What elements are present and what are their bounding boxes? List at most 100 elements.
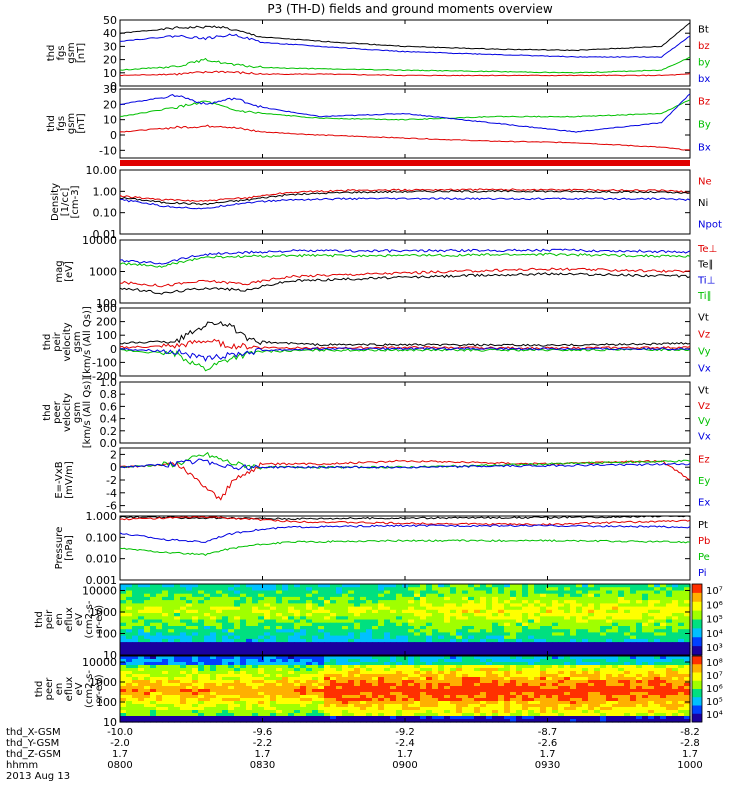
spectrogram-cell (330, 704, 337, 708)
spectrogram-cell (150, 626, 157, 630)
spectrogram-cell (264, 671, 271, 675)
spectrogram-cell (564, 692, 571, 696)
spectrogram-cell (222, 683, 229, 687)
spectrogram-cell (606, 596, 613, 601)
spectrogram-cell (654, 698, 661, 702)
spectrogram-cell (426, 606, 433, 611)
spectrogram-cell (342, 680, 349, 684)
spectrogram-cell (582, 716, 589, 720)
spectrogram-cell (606, 590, 613, 595)
spectrogram-cell (366, 704, 373, 708)
spectrogram-cell (606, 648, 613, 653)
spectrogram-cell (192, 584, 199, 588)
spectrogram-cell (408, 603, 415, 608)
spectrogram-cell (582, 692, 589, 696)
spectrogram-cell (186, 603, 193, 608)
spectrogram-cell (132, 609, 139, 614)
spectrogram-cell (426, 671, 433, 675)
spectrogram-cell (156, 603, 163, 608)
y-tick-label: 30 (103, 83, 117, 96)
spectrogram-cell (420, 710, 427, 714)
spectrogram-cell (564, 638, 571, 643)
spectrogram-cell (450, 651, 457, 656)
spectrogram-cell (648, 590, 655, 595)
spectrogram-cell (138, 619, 145, 624)
spectrogram-cell (300, 677, 307, 681)
spectrogram-cell (156, 609, 163, 614)
spectrogram-cell (606, 629, 613, 633)
spectrogram-cell (606, 695, 613, 699)
spectrogram-cell (156, 662, 163, 666)
spectrogram-cell (660, 632, 667, 637)
spectrogram-cell (276, 600, 283, 604)
spectrogram-cell (258, 671, 265, 675)
spectrogram-cell (504, 689, 511, 693)
spectrogram-cell (600, 656, 607, 660)
spectrogram-cell (312, 635, 319, 640)
spectrogram-cell (186, 719, 193, 723)
spectrogram-cell (228, 629, 235, 633)
spectrogram-cell (492, 707, 499, 711)
spectrogram-cell (192, 659, 199, 663)
y-tick-label: 0 (110, 343, 117, 356)
spectrogram-cell (492, 587, 499, 591)
spectrogram-cell (282, 651, 289, 656)
spectrogram-cell (576, 659, 583, 663)
y-axis-label-line: peer (44, 677, 55, 701)
spectrogram-cell (486, 707, 493, 711)
spectrogram-cell (498, 689, 505, 693)
spectrogram-cell (588, 613, 595, 617)
spectrogram-cell (336, 613, 343, 617)
spectrogram-cell (540, 645, 547, 650)
spectrogram-cell (396, 632, 403, 637)
spectrogram-cell (336, 707, 343, 711)
spectrogram-cell (396, 638, 403, 643)
spectrogram-cell (666, 701, 673, 705)
spectrogram-cell (462, 710, 469, 714)
spectrogram-cell (198, 651, 205, 656)
spectrogram-cell (126, 629, 133, 633)
spectrogram-cell (516, 635, 523, 640)
spectrogram-cell (558, 626, 565, 630)
spectrogram-cell (222, 584, 229, 588)
spectrogram-cell (474, 659, 481, 663)
spectrogram-cell (132, 695, 139, 699)
spectrogram-cell (348, 603, 355, 608)
spectrogram-cell (228, 590, 235, 595)
spectrogram-cell (366, 642, 373, 646)
spectrogram-cell (432, 642, 439, 646)
spectrogram-cell (120, 590, 127, 595)
spectrogram-cell (234, 635, 241, 640)
spectrogram-cell (156, 632, 163, 637)
spectrogram-cell (534, 680, 541, 684)
spectrogram-cell (594, 698, 601, 702)
spectrogram-cell (564, 600, 571, 604)
spectrogram-cell (282, 668, 289, 672)
spectrogram-cell (132, 677, 139, 681)
spectrogram-cell (438, 659, 445, 663)
spectrogram-cell (516, 686, 523, 690)
spectrogram-cell (216, 587, 223, 591)
spectrogram-cell (354, 593, 361, 598)
spectrogram-cell (174, 613, 181, 617)
spectrogram-cell (132, 683, 139, 687)
spectrogram-cell (396, 645, 403, 650)
spectrogram-cell (126, 600, 133, 604)
spectrogram-cell (552, 671, 559, 675)
spectrogram-cell (294, 648, 301, 653)
spectrogram-cell (672, 680, 679, 684)
spectrogram-cell (288, 645, 295, 650)
spectrogram-cell (318, 593, 325, 598)
spectrogram-cell (330, 683, 337, 687)
spectrogram-cell (684, 713, 691, 717)
spectrogram-cell (234, 616, 241, 621)
spectrogram-cell (336, 609, 343, 614)
spectrogram-cell (252, 645, 259, 650)
spectrogram-cell (408, 698, 415, 702)
spectrogram-cell (624, 671, 631, 675)
spectrogram-cell (474, 701, 481, 705)
spectrogram-cell (630, 593, 637, 598)
spectrogram-cell (450, 689, 457, 693)
spectrogram-cell (372, 710, 379, 714)
spectrogram-cell (234, 648, 241, 653)
